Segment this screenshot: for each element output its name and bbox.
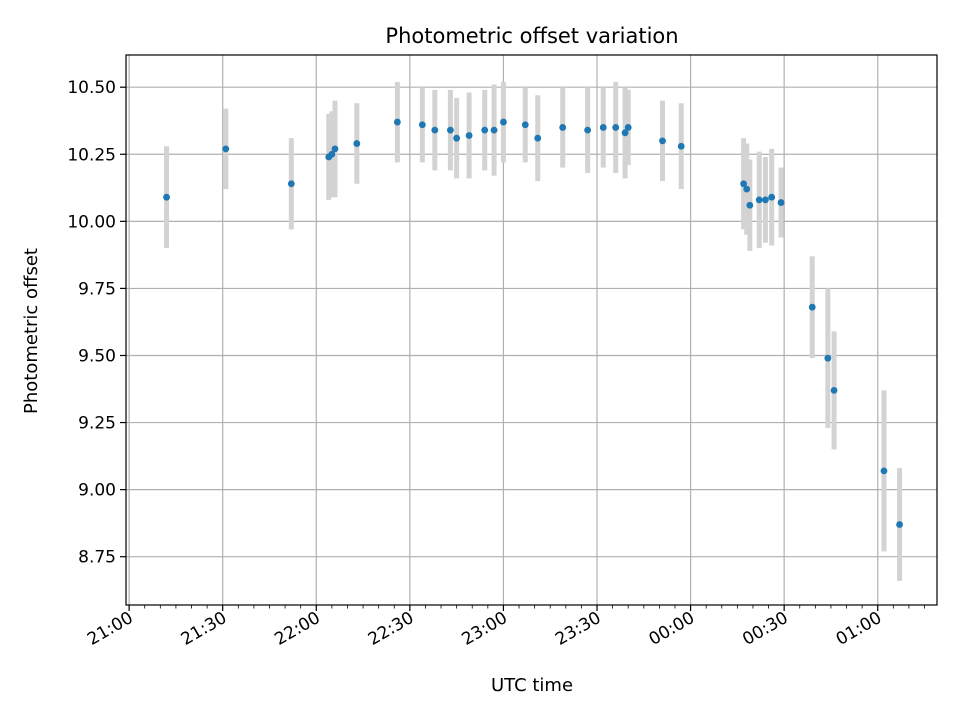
y-tick-label: 10.50 xyxy=(67,78,116,98)
data-point xyxy=(418,121,426,129)
data-point xyxy=(163,193,170,201)
data-point xyxy=(453,134,461,142)
y-axis-title: Photometric offset xyxy=(21,248,42,414)
data-point xyxy=(768,193,776,201)
y-tick-label: 9.75 xyxy=(78,279,116,299)
data-point xyxy=(287,180,295,188)
data-point xyxy=(521,121,529,129)
data-point xyxy=(740,180,748,188)
data-point xyxy=(659,137,666,145)
data-point xyxy=(353,140,361,147)
data-point xyxy=(624,124,632,131)
data-point xyxy=(677,142,685,150)
data-point xyxy=(328,150,336,158)
data-point xyxy=(331,145,339,153)
data-point xyxy=(447,126,454,134)
y-tick-label: 10.25 xyxy=(67,145,116,165)
data-point xyxy=(465,132,473,139)
data-point xyxy=(431,126,439,134)
data-point xyxy=(490,126,498,134)
y-tick-label: 9.50 xyxy=(78,346,116,366)
data-point xyxy=(481,126,489,134)
data-points xyxy=(163,118,903,528)
data-point xyxy=(880,467,888,475)
y-tick-label: 9.25 xyxy=(78,414,116,434)
data-point xyxy=(746,201,754,209)
data-point xyxy=(808,303,816,311)
data-point xyxy=(830,386,838,394)
data-point xyxy=(743,185,751,193)
data-point xyxy=(393,118,401,126)
data-point xyxy=(584,126,592,134)
plot-frame xyxy=(125,54,938,606)
data-point xyxy=(777,199,785,206)
data-point xyxy=(599,124,607,131)
data-point xyxy=(559,124,567,131)
data-point xyxy=(222,145,230,153)
data-point xyxy=(621,129,629,137)
y-tick-label: 9.00 xyxy=(78,481,116,501)
data-point xyxy=(762,196,769,204)
data-point xyxy=(755,196,763,204)
data-point xyxy=(896,521,903,528)
grid-lines xyxy=(126,55,937,605)
y-tick-label: 8.75 xyxy=(78,548,116,568)
x-axis-title: UTC time xyxy=(491,675,573,696)
y-axis-ticks: 8.75 9.00 9.25 9.50 9.75 10.00 10.25 10.50 xyxy=(67,78,126,568)
y-tick-label: 10.00 xyxy=(67,212,116,232)
data-point xyxy=(612,124,620,131)
chart-title: Photometric offset variation xyxy=(385,24,678,48)
data-point xyxy=(500,118,507,126)
data-point xyxy=(534,134,542,142)
data-point xyxy=(824,354,832,362)
